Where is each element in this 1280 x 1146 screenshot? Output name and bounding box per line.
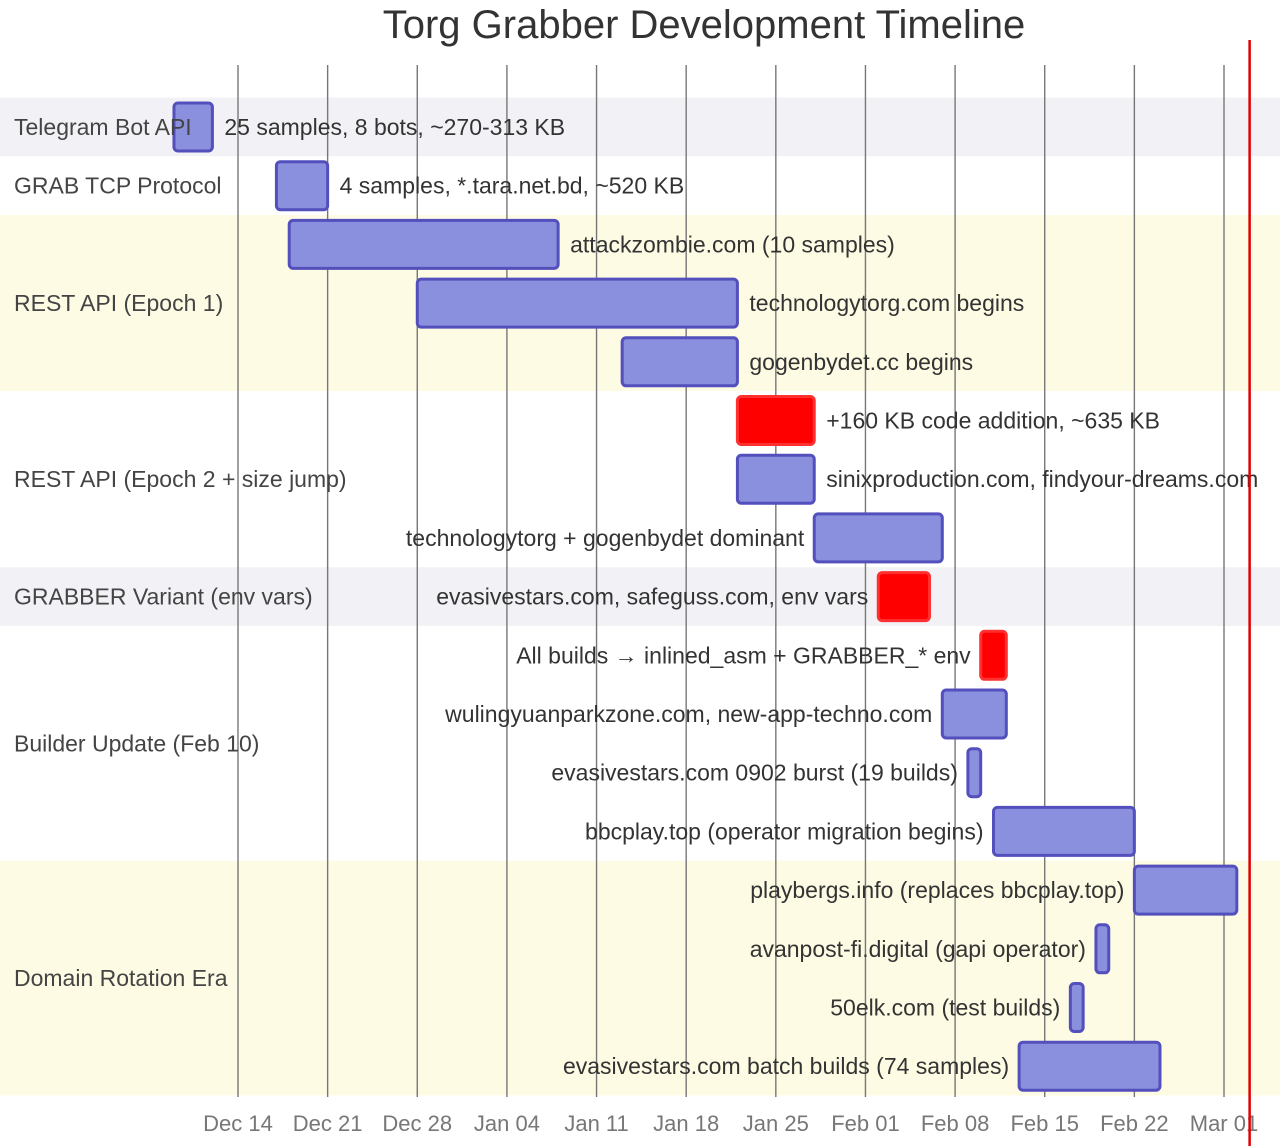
task-bar[interactable] [1068,982,1085,1033]
task-label: bbcplay.top (operator migration begins) [585,818,983,844]
task-bar[interactable] [940,688,1008,740]
x-tick-label: Feb 01 [831,1111,900,1136]
task-label: gogenbydet.cc begins [749,349,973,375]
section-label: Telegram Bot API [14,114,192,140]
task-label: 25 samples, 8 bots, ~270-313 KB [224,114,565,140]
task-bar[interactable] [274,160,330,212]
task-bar[interactable] [1094,923,1111,975]
x-tick-label: Dec 21 [293,1111,363,1136]
section-band [0,567,1280,626]
task-bar[interactable] [172,101,214,153]
task-label: playbergs.info (replaces bbcplay.top) [750,877,1124,903]
task-bar[interactable] [735,453,816,505]
task-bar[interactable] [992,805,1136,857]
x-axis: Dec 14 Dec 21 Dec 28 Jan 04 Jan 11 Jan 18 Jan … [203,1111,1258,1136]
section-label: REST API (Epoch 2 + size jump) [14,466,347,492]
critical-task-bar[interactable] [979,629,1008,681]
section-label: REST API (Epoch 1) [14,290,223,316]
task-label: 4 samples, *.tara.net.bd, ~520 KB [340,173,685,199]
x-tick-label: Jan 18 [653,1111,719,1136]
task-bar[interactable] [620,336,739,388]
x-tick-label: Dec 28 [382,1111,452,1136]
task-bar[interactable] [812,512,944,564]
x-tick-label: Feb 15 [1010,1111,1079,1136]
task-bar[interactable] [1132,864,1239,916]
task-label: technologytorg.com begins [749,290,1024,316]
section-label: Domain Rotation Era [14,965,228,991]
x-tick-label: Dec 14 [203,1111,273,1136]
task-bar[interactable] [1017,1040,1162,1092]
critical-task-bar[interactable] [735,395,816,446]
task-label: All builds → inlined_asm + GRABBER_* env [516,642,971,668]
task-label: evasivestars.com 0902 burst (19 builds) [551,760,958,786]
task-label: wulingyuanparkzone.com, new-app-techno.c… [444,701,932,727]
task-bar[interactable] [966,747,983,799]
x-tick-label: Jan 25 [743,1111,809,1136]
task-label: 50elk.com (test builds) [830,995,1060,1021]
section-band [0,156,1280,216]
task-label: evasivestars.com batch builds (74 sample… [563,1053,1009,1079]
x-tick-label: Jan 04 [474,1111,540,1136]
tasks: 25 samples, 8 bots, ~270-313 KB 4 samples… [172,101,1258,1092]
section-band [0,391,1280,568]
task-bar[interactable] [415,277,739,329]
task-label: evasivestars.com, safeguss.com, env vars [436,584,868,610]
task-label: avanpost-fi.digital (gapi operator) [750,936,1086,962]
task-bar[interactable] [287,218,560,270]
x-tick-label: Feb 22 [1100,1111,1169,1136]
section-bands [0,97,1280,1096]
chart-title: Torg Grabber Development Timeline [383,3,1026,47]
x-tick-label: Jan 11 [564,1111,628,1136]
section-labels: Telegram Bot API GRAB TCP Protocol REST AP… [14,114,347,991]
task-label: sinixproduction.com, findyour-dreams.com [826,466,1258,492]
x-tick-label: Feb 08 [921,1111,990,1136]
section-label: GRABBER Variant (env vars) [14,584,313,610]
task-label: attackzombie.com (10 samples) [570,231,895,257]
task-label: technologytorg + gogenbydet dominant [406,525,805,551]
critical-task-bar[interactable] [876,571,931,623]
task-label: +160 KB code addition, ~635 KB [826,408,1160,434]
section-label: Builder Update (Feb 10) [14,730,259,756]
x-tick-label: Mar 01 [1190,1111,1258,1136]
section-label: GRAB TCP Protocol [14,173,222,199]
